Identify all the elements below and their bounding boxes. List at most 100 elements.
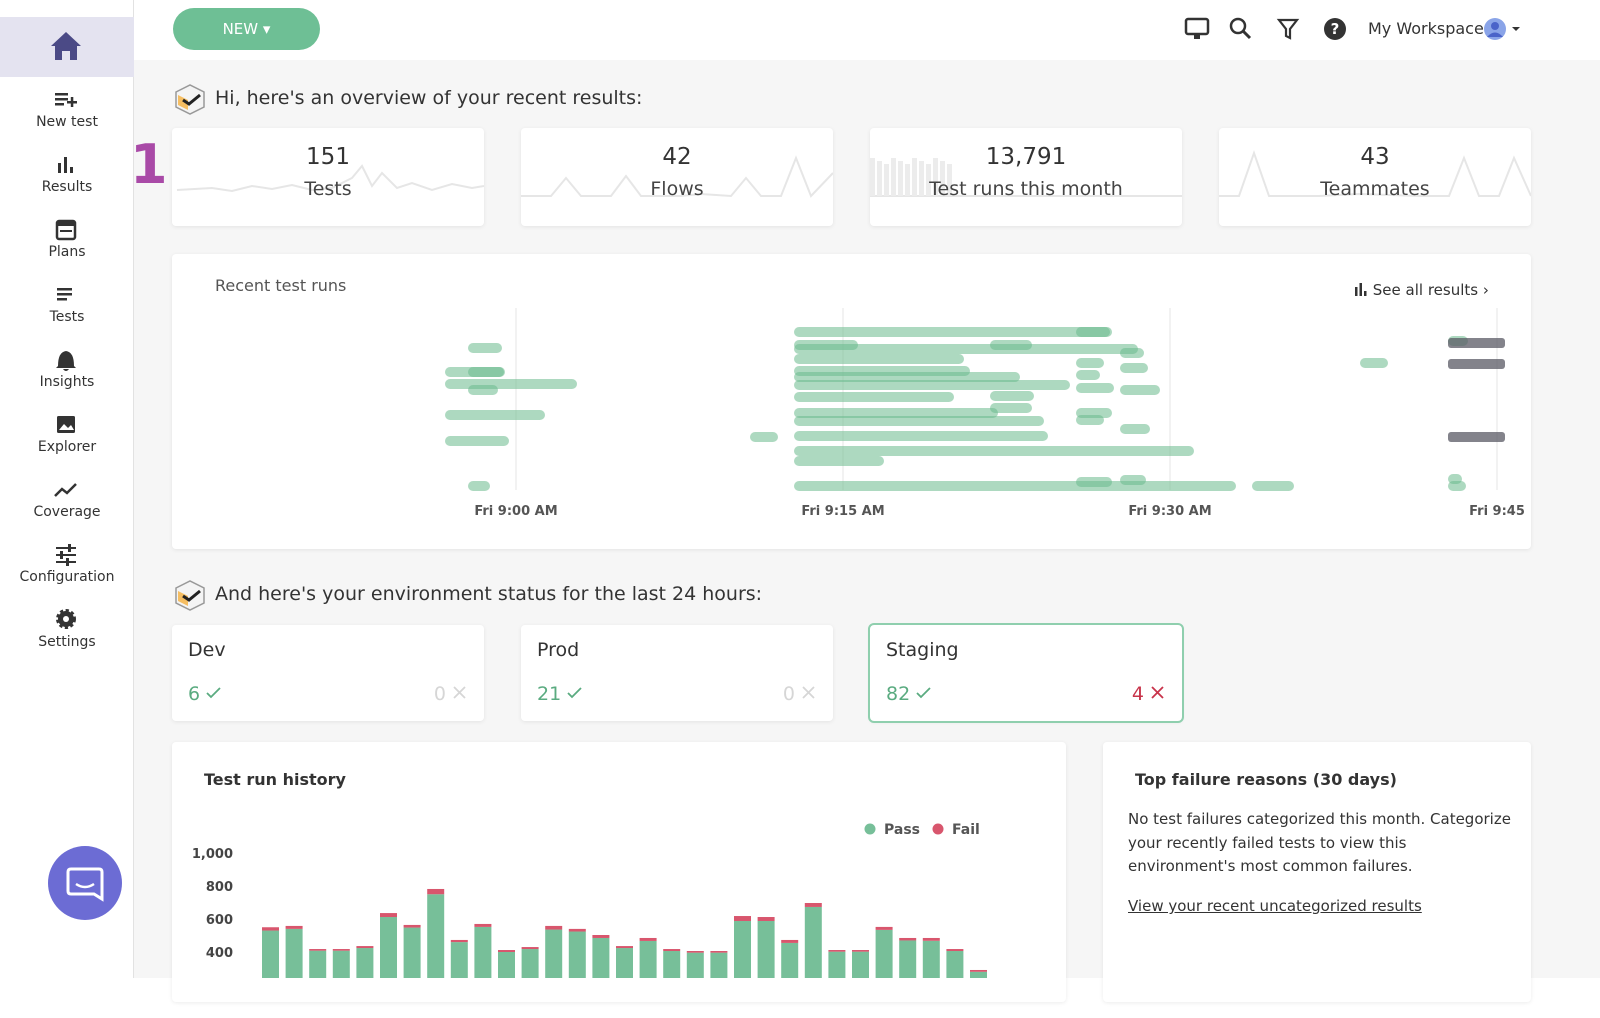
failures-title: Top failure reasons (30 days) <box>1135 770 1397 789</box>
legend-swatch <box>864 823 876 835</box>
sparkline-bar <box>891 158 896 196</box>
check-icon <box>206 687 221 699</box>
sidebar-label: Settings <box>38 634 96 650</box>
bar-segment <box>332 950 350 978</box>
bar-segment <box>285 928 303 978</box>
bar-segment <box>639 940 657 978</box>
run-bar <box>990 340 1032 350</box>
stat-label: Tests <box>304 178 352 200</box>
check-mark <box>916 687 931 699</box>
see-all-link[interactable]: See all results › <box>1354 281 1489 299</box>
run-bar <box>794 416 1044 426</box>
bar-segment <box>757 917 775 921</box>
sparkline-bar <box>870 158 875 196</box>
explorer-icon <box>57 416 75 433</box>
sparkline-path <box>176 164 484 193</box>
env-pass-count: 82 <box>886 683 911 705</box>
sidebar-label: Results <box>41 179 93 195</box>
bar-segment <box>710 951 728 953</box>
bar-segment <box>521 947 539 950</box>
sparkline-path <box>1219 149 1531 197</box>
cross-mark <box>453 686 466 699</box>
bar-segment <box>781 942 799 978</box>
bar-segment <box>946 949 964 952</box>
env-pass-count: 21 <box>537 683 562 705</box>
stat-label: Teammates <box>1320 178 1430 200</box>
sparkline-bar <box>947 164 952 196</box>
sparkline-bar <box>926 164 931 196</box>
workspace[interactable]: My Workspace <box>1368 19 1484 38</box>
monitor-icon[interactable] <box>1184 17 1210 36</box>
search-icon[interactable] <box>1229 17 1247 35</box>
sparkline-bar <box>933 158 938 196</box>
bar-segment <box>922 940 940 978</box>
bar-segment <box>380 917 397 978</box>
env-fail-count: 0 <box>433 683 446 705</box>
bar-segment <box>309 949 327 951</box>
stat-card: 13,791 Test runs this month <box>870 128 1182 226</box>
bar-segment <box>403 924 421 928</box>
time-label: Fri 9:45 <box>1469 504 1525 519</box>
stat-label: Test runs this month <box>929 178 1123 200</box>
help-icon[interactable] <box>1324 18 1346 40</box>
overview-heading: Hi, here's an overview of your recent re… <box>215 87 643 109</box>
chat-button[interactable] <box>47 845 123 921</box>
env-card[interactable]: Prod 21 0 <box>521 625 833 721</box>
insights-icon <box>56 351 76 371</box>
bar-segment <box>686 952 704 978</box>
bar-segment <box>592 935 610 938</box>
check-mark <box>567 687 582 699</box>
history-chart: 400 600 800 1,000 Pass Fail <box>192 822 987 978</box>
bar-segment <box>734 916 751 921</box>
coverage-icon <box>54 483 77 497</box>
bar-segment <box>262 927 279 931</box>
chat-smile <box>75 882 95 889</box>
run-bar <box>794 481 1236 491</box>
env-name: Prod <box>537 639 580 661</box>
stat-card: 43 Teammates <box>1219 128 1531 226</box>
avatar-body <box>1487 32 1503 37</box>
stat-label: Flows <box>650 178 704 200</box>
new-button[interactable]: NEW ▾ <box>173 8 320 50</box>
bar-segment <box>498 952 515 978</box>
bar-segment <box>403 927 421 978</box>
see-all-label: See all results <box>1372 281 1479 299</box>
sidebar-label: Insights <box>39 374 95 390</box>
bar-segment <box>616 946 633 949</box>
bar-segment <box>804 906 822 978</box>
sparkline-bar <box>905 164 910 196</box>
logo-icon <box>175 84 205 115</box>
new-button-label: NEW <box>222 20 259 38</box>
failures-link[interactable]: View your recent uncategorized results <box>1128 897 1422 915</box>
env-pass: 21 <box>537 683 584 705</box>
failures-card: Top failure reasons (30 days) No test fa… <box>1103 742 1531 1002</box>
recent-runs-title: Recent test runs <box>215 276 347 295</box>
env-card[interactable]: Staging 82 4 <box>868 623 1184 723</box>
bar-segment <box>852 950 869 952</box>
bar-segment <box>474 926 492 978</box>
bar-segment <box>450 942 468 978</box>
bar-segment <box>474 923 492 927</box>
monitor-stand <box>1194 34 1200 39</box>
run-bar <box>445 379 577 389</box>
results-icon <box>58 157 73 173</box>
run-bar <box>468 343 502 353</box>
bar-segment <box>946 951 964 978</box>
env-pass: 82 <box>886 683 933 705</box>
run-bar <box>794 431 1048 441</box>
avatar[interactable] <box>1483 16 1523 42</box>
run-bar <box>794 380 1070 390</box>
bar-segment <box>332 949 350 951</box>
cross-icon <box>802 686 815 699</box>
sparkline-bar <box>884 164 889 196</box>
env-fail-count: 0 <box>782 683 795 705</box>
time-label: Fri 9:30 AM <box>1128 504 1211 519</box>
bar-segment <box>498 950 515 952</box>
env-name: Dev <box>188 639 226 661</box>
env-card[interactable]: Dev 6 0 <box>172 625 484 721</box>
run-bar <box>1076 477 1112 487</box>
run-bar <box>1360 358 1388 368</box>
env-pass: 6 <box>188 683 223 705</box>
filter-icon[interactable] <box>1276 18 1300 40</box>
